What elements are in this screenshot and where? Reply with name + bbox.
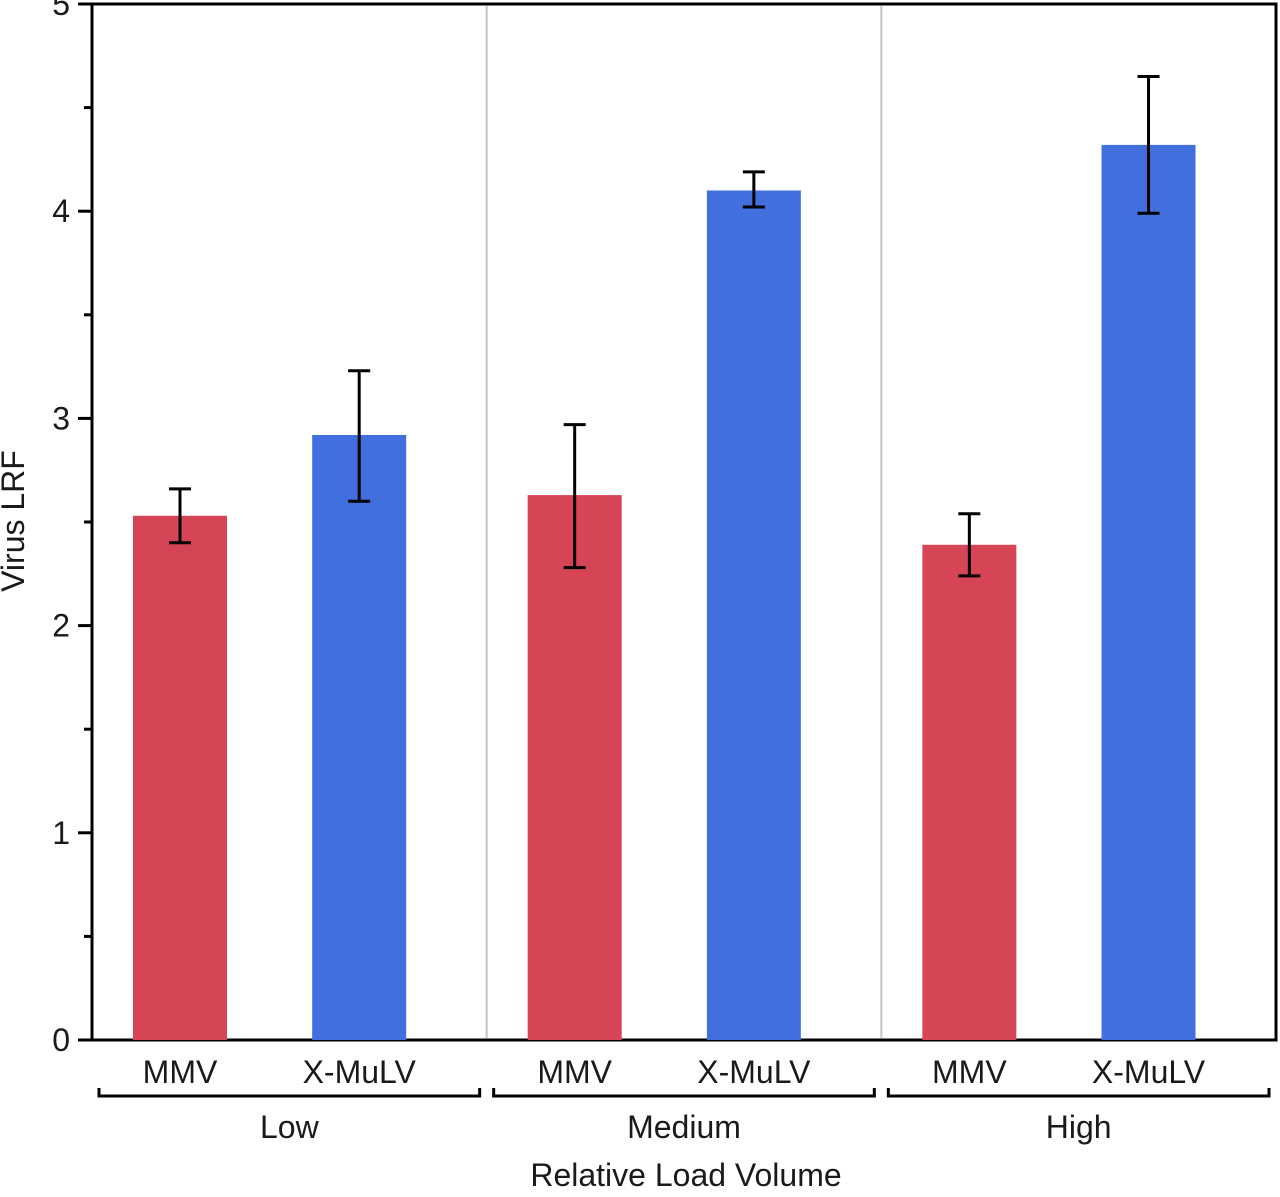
- group-label: Medium: [627, 1109, 741, 1145]
- error-bar: [958, 512, 981, 578]
- bar-high-x-mulv: [1101, 144, 1196, 1040]
- y-tick-label: 0: [52, 1022, 70, 1058]
- category-label: X-MuLV: [1092, 1054, 1206, 1090]
- category-label: X-MuLV: [697, 1054, 811, 1090]
- bar-high-mmv: [922, 544, 1017, 1040]
- plot-frame: [90, 2, 1278, 1042]
- group-bracket: [886, 1088, 1271, 1098]
- plot-area: [90, 2, 1278, 1042]
- error-bar: [742, 170, 765, 209]
- y-tick-label: 5: [52, 0, 70, 22]
- bar-medium-mmv: [527, 495, 622, 1041]
- y-tick-label: 2: [52, 608, 70, 644]
- x-axis: MMV X-MuLV Low MMV X-MuLV Medium MMV X-MuLV High: [97, 1054, 1271, 1145]
- y-tick-label: 3: [52, 400, 70, 436]
- category-label: MMV: [537, 1054, 612, 1090]
- y-axis: 0 1 2 3 4 5: [52, 0, 92, 1058]
- error-bar: [348, 369, 371, 503]
- bar-low-mmv: [133, 515, 228, 1040]
- bars: [133, 75, 1196, 1041]
- category-label: MMV: [143, 1054, 218, 1090]
- error-bar: [1137, 75, 1160, 215]
- y-axis-title: Virus LRF: [0, 450, 31, 592]
- category-label: MMV: [932, 1054, 1007, 1090]
- bar-medium-x-mulv: [706, 190, 801, 1041]
- group-bracket: [492, 1088, 876, 1098]
- group-label: Low: [260, 1109, 320, 1145]
- x-axis-title: Relative Load Volume: [530, 1157, 841, 1193]
- category-label: X-MuLV: [303, 1054, 417, 1090]
- error-bar: [563, 423, 586, 570]
- y-tick-label: 1: [52, 815, 70, 851]
- error-bar: [169, 487, 192, 545]
- group-bracket: [97, 1088, 482, 1098]
- y-tick-label: 4: [52, 193, 70, 229]
- bar-low-x-mulv: [312, 434, 407, 1040]
- group-label: High: [1046, 1109, 1112, 1145]
